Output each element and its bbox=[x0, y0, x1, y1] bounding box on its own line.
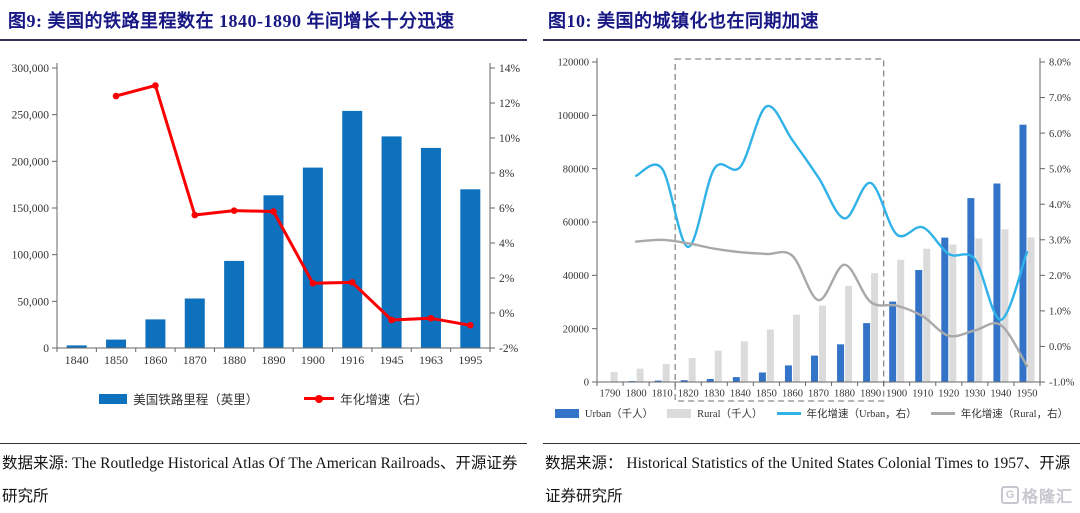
svg-text:1850: 1850 bbox=[756, 389, 777, 400]
svg-text:20000: 20000 bbox=[563, 324, 589, 335]
svg-text:200,000: 200,000 bbox=[12, 156, 50, 168]
svg-text:1940: 1940 bbox=[990, 389, 1011, 400]
svg-text:250,000: 250,000 bbox=[12, 110, 50, 122]
svg-text:1860: 1860 bbox=[143, 353, 167, 367]
svg-text:120000: 120000 bbox=[558, 58, 590, 69]
svg-text:0: 0 bbox=[584, 378, 589, 389]
figure9-source-text: 数据来源: The Routledge Historical Atlas Of … bbox=[2, 455, 518, 505]
svg-text:1920: 1920 bbox=[938, 389, 959, 400]
svg-text:1830: 1830 bbox=[704, 389, 725, 400]
svg-text:150,000: 150,000 bbox=[12, 203, 50, 215]
legend-label: 年化增速（Urban，右） bbox=[806, 409, 917, 420]
svg-text:80000: 80000 bbox=[563, 164, 589, 175]
svg-text:0.0%: 0.0% bbox=[1049, 342, 1071, 353]
svg-text:100,000: 100,000 bbox=[12, 250, 50, 262]
svg-text:1950: 1950 bbox=[1016, 389, 1037, 400]
figure9-source-divider bbox=[0, 443, 527, 444]
legend-item-railroad-mileage: 美国铁路里程（英里） bbox=[99, 389, 258, 408]
railroad-mileage-chart: 0 50,000 100,000 150,000 200,000 250,000 300,0… bbox=[12, 63, 521, 367]
figure9-legend: 美国铁路里程（英里） 年化增速（右） bbox=[0, 389, 527, 408]
figure9-panel: 图9: 美国的铁路里程数在 1840-1890 年间增长十分迅速 0 50,000… bbox=[0, 0, 527, 513]
gelonghui-watermark: G 格隆汇 bbox=[1000, 483, 1073, 507]
legend-item-urban: Urban（千人） bbox=[554, 406, 654, 421]
figure10-title: 图10: 美国的城镇化也在同期加速 bbox=[543, 0, 1080, 41]
figure10-panel: 图10: 美国的城镇化也在同期加速 0 20000 40000 60000 80000 1… bbox=[543, 0, 1080, 513]
svg-text:50,000: 50,000 bbox=[17, 296, 49, 308]
svg-text:4.0%: 4.0% bbox=[1049, 200, 1071, 211]
legend-swatch-urban-bar bbox=[554, 409, 579, 418]
svg-text:6.0%: 6.0% bbox=[1049, 129, 1071, 140]
svg-text:1800: 1800 bbox=[626, 389, 647, 400]
svg-text:1.0%: 1.0% bbox=[1049, 307, 1071, 318]
svg-text:7.0%: 7.0% bbox=[1049, 93, 1071, 104]
svg-text:8.0%: 8.0% bbox=[1049, 58, 1071, 69]
legend-label: Urban（千人） bbox=[584, 409, 654, 420]
gelonghui-logo-icon: G bbox=[1000, 486, 1019, 504]
svg-text:14%: 14% bbox=[499, 63, 521, 75]
svg-text:8%: 8% bbox=[499, 168, 515, 180]
legend-item-rural: Rural（千人） bbox=[667, 406, 763, 421]
svg-text:2.0%: 2.0% bbox=[1049, 271, 1071, 282]
svg-text:1880: 1880 bbox=[222, 353, 246, 367]
svg-text:1810: 1810 bbox=[652, 389, 673, 400]
svg-text:100000: 100000 bbox=[558, 111, 590, 122]
svg-text:1916: 1916 bbox=[340, 353, 364, 367]
svg-text:1790: 1790 bbox=[600, 389, 621, 400]
svg-text:2%: 2% bbox=[499, 273, 515, 285]
legend-swatch-rural-growth-line bbox=[930, 412, 955, 415]
figure10-source-text: 数据来源： Historical Statistics of the Unite… bbox=[545, 455, 1071, 505]
svg-text:1860: 1860 bbox=[782, 389, 803, 400]
legend-item-urban-growth: 年化增速（Urban，右） bbox=[776, 406, 917, 421]
svg-text:1963: 1963 bbox=[419, 353, 443, 367]
svg-text:3.0%: 3.0% bbox=[1049, 235, 1071, 246]
svg-text:1840: 1840 bbox=[730, 389, 751, 400]
legend-label: 年化增速（Rural，右） bbox=[960, 409, 1069, 420]
svg-text:4%: 4% bbox=[499, 238, 515, 250]
legend-swatch-urban-growth-line bbox=[776, 412, 801, 415]
legend-item-annualized-growth: 年化增速（右） bbox=[304, 389, 428, 408]
svg-text:-1.0%: -1.0% bbox=[1049, 378, 1075, 389]
svg-text:6%: 6% bbox=[499, 203, 515, 215]
gelonghui-watermark-text: 格隆汇 bbox=[1021, 489, 1073, 506]
legend-label: 美国铁路里程（英里） bbox=[133, 393, 259, 407]
svg-text:1890: 1890 bbox=[860, 389, 881, 400]
svg-text:1945: 1945 bbox=[380, 353, 404, 367]
legend-label: 年化增速（右） bbox=[340, 393, 428, 407]
svg-text:12%: 12% bbox=[499, 98, 521, 110]
svg-text:1900: 1900 bbox=[886, 389, 907, 400]
svg-text:1995: 1995 bbox=[458, 353, 482, 367]
legend-swatch-rural-bar bbox=[667, 409, 692, 418]
urbanization-chart: 0 20000 40000 60000 80000 100000 120000 -1.0% 0.… bbox=[558, 58, 1075, 402]
svg-text:10%: 10% bbox=[499, 133, 521, 145]
legend-item-rural-growth: 年化增速（Rural，右） bbox=[930, 406, 1069, 421]
svg-text:0: 0 bbox=[43, 343, 49, 355]
legend-swatch-railroad-bar bbox=[99, 393, 128, 404]
svg-text:1840: 1840 bbox=[65, 353, 89, 367]
svg-text:0%: 0% bbox=[499, 308, 515, 320]
svg-text:-2%: -2% bbox=[499, 343, 519, 355]
svg-text:1910: 1910 bbox=[912, 389, 933, 400]
svg-text:5.0%: 5.0% bbox=[1049, 164, 1071, 175]
svg-text:1870: 1870 bbox=[808, 389, 829, 400]
svg-text:60000: 60000 bbox=[563, 218, 589, 229]
svg-text:1820: 1820 bbox=[678, 389, 699, 400]
legend-swatch-growth-line bbox=[304, 394, 335, 403]
svg-text:40000: 40000 bbox=[563, 271, 589, 282]
figure10-source-divider bbox=[543, 443, 1080, 444]
svg-text:1930: 1930 bbox=[964, 389, 985, 400]
figure10-legend: Urban（千人） Rural（千人） 年化增速（Urban，右） 年化增速（R… bbox=[543, 406, 1080, 421]
svg-text:1900: 1900 bbox=[301, 353, 325, 367]
figure9-title: 图9: 美国的铁路里程数在 1840-1890 年间增长十分迅速 bbox=[0, 0, 527, 41]
svg-text:1880: 1880 bbox=[834, 389, 855, 400]
legend-label: Rural（千人） bbox=[697, 409, 763, 420]
svg-text:1870: 1870 bbox=[183, 353, 207, 367]
svg-text:1890: 1890 bbox=[262, 353, 286, 367]
svg-text:300,000: 300,000 bbox=[12, 63, 50, 75]
line-marker-dot bbox=[315, 394, 324, 403]
svg-text:1850: 1850 bbox=[104, 353, 128, 367]
